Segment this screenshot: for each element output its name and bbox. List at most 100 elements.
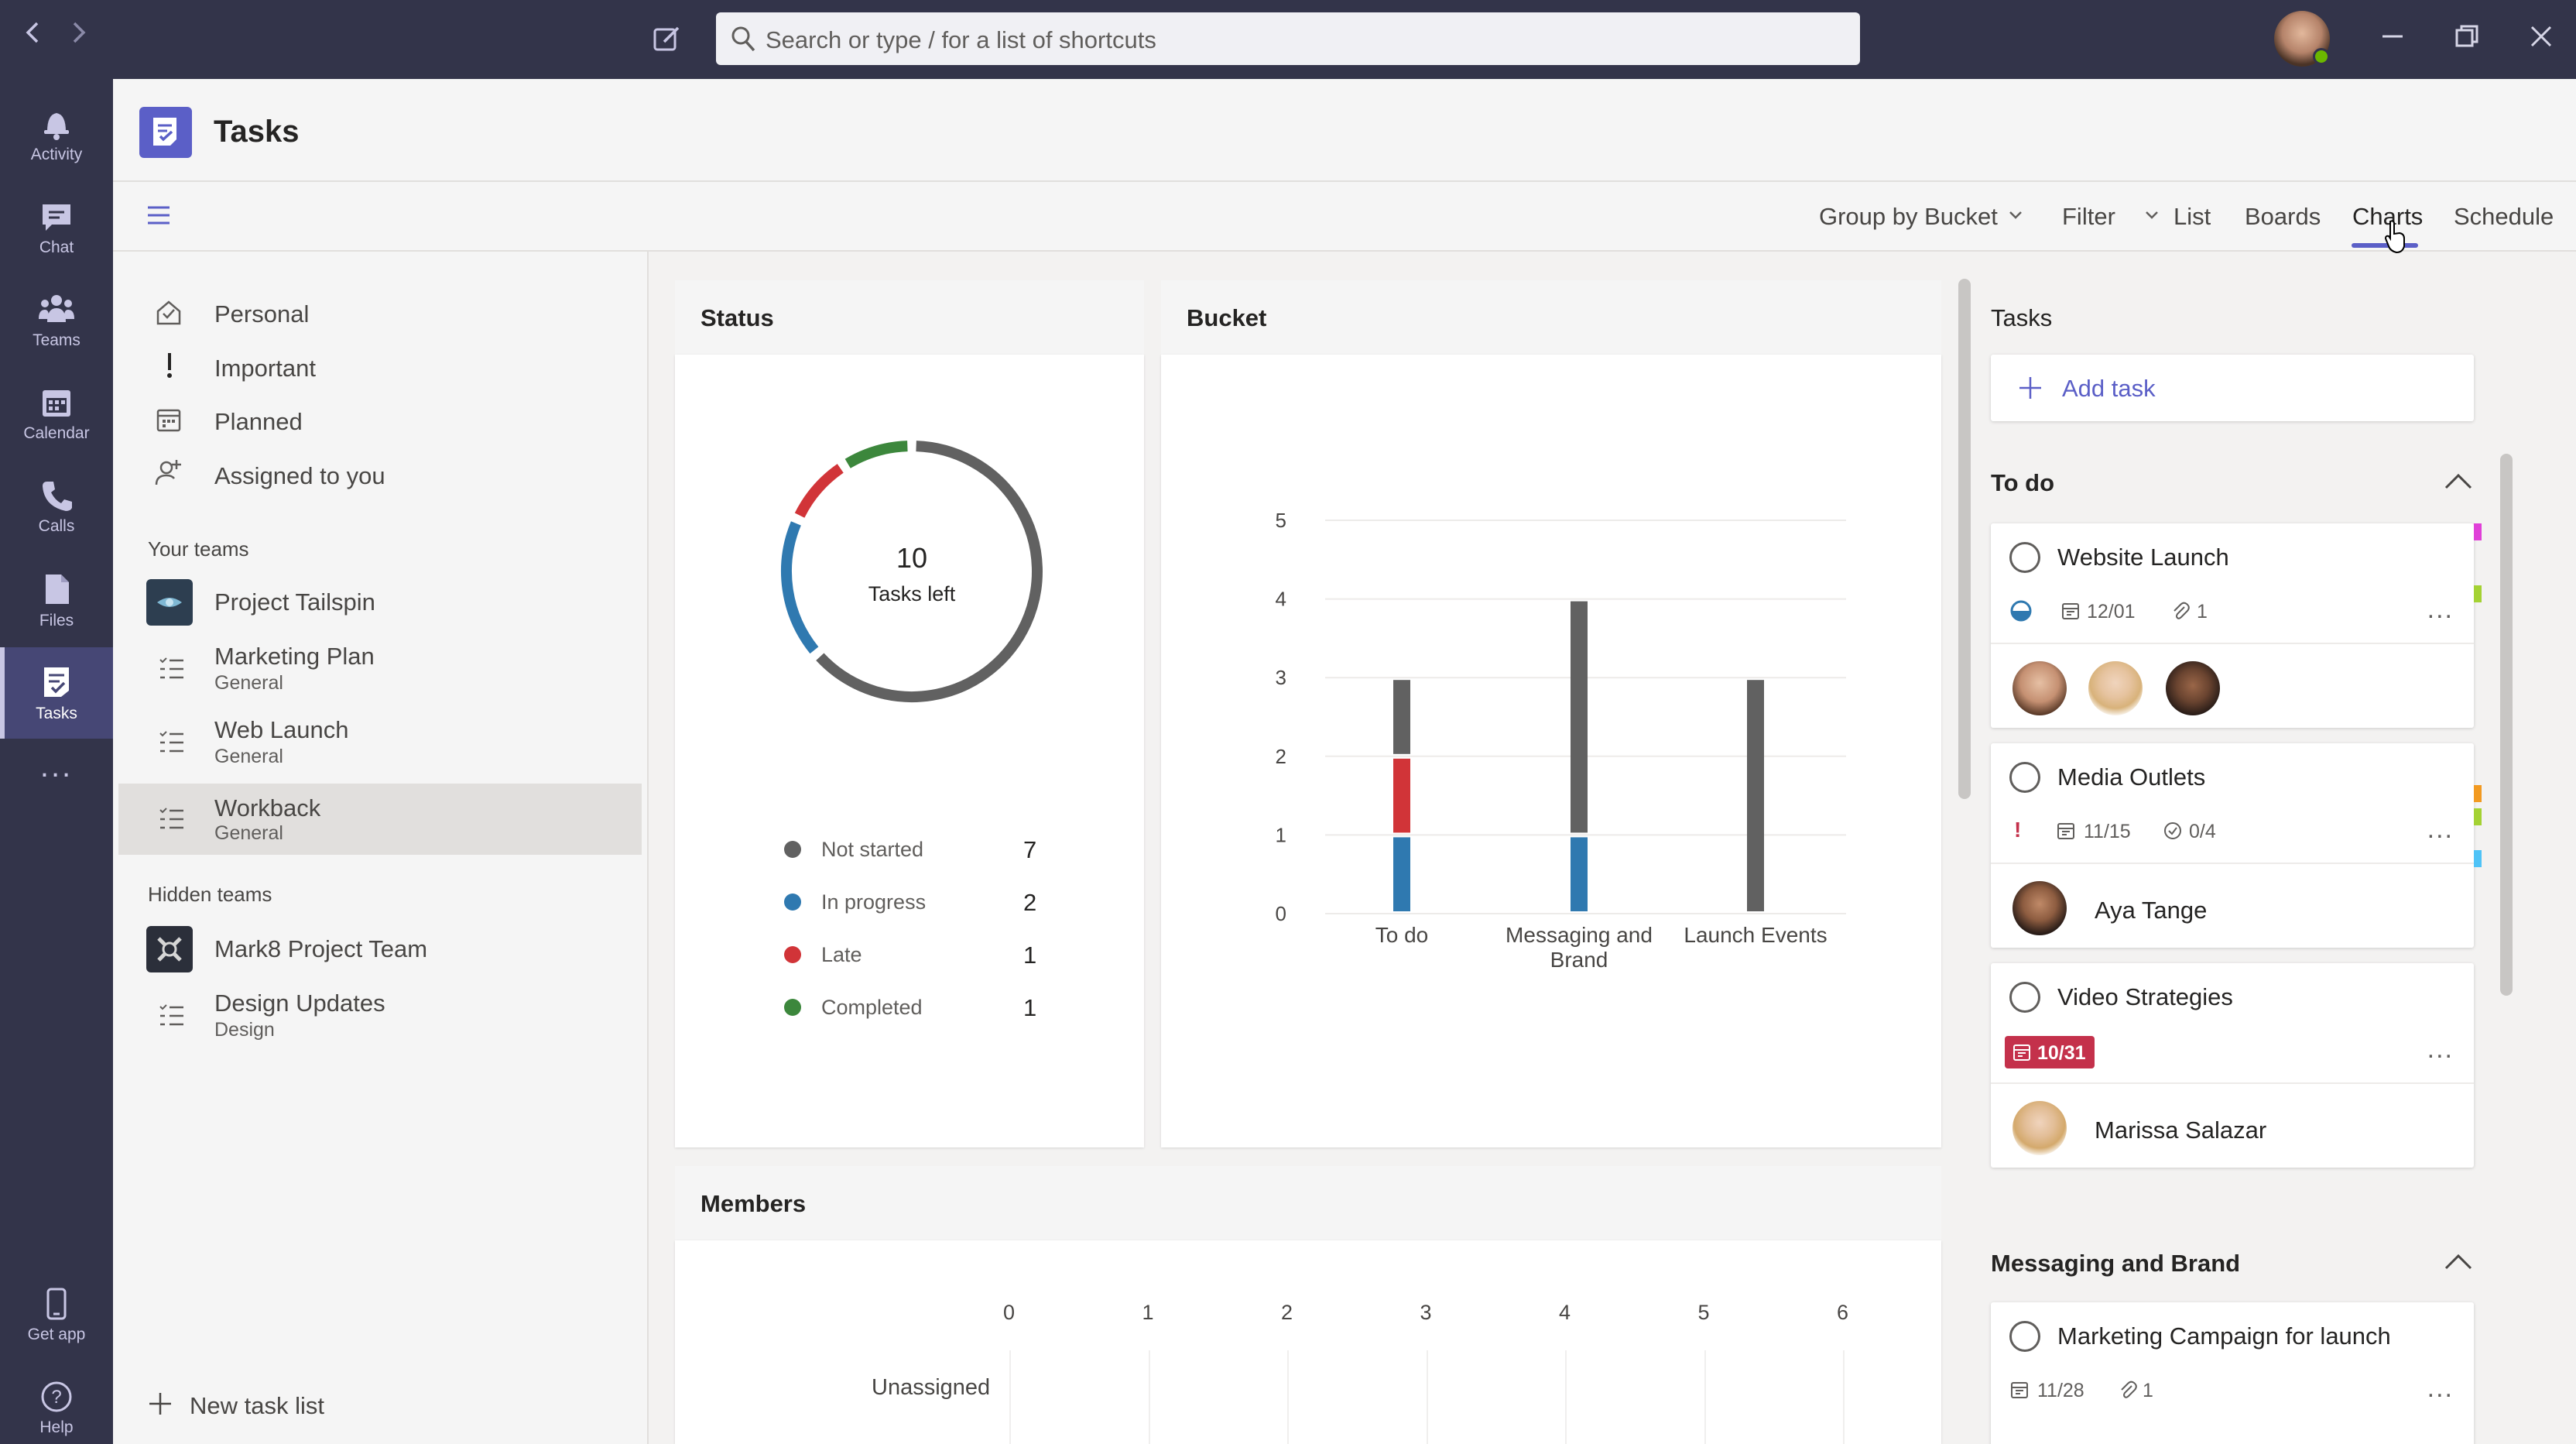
back-arrow-icon[interactable] xyxy=(23,17,42,48)
x-tick-label: 2 xyxy=(1281,1301,1293,1324)
group-by-dropdown[interactable]: Group by Bucket xyxy=(1819,203,1998,231)
close-icon[interactable] xyxy=(2528,23,2554,50)
task-list-icon xyxy=(157,729,185,756)
bar-segment-not-started[interactable] xyxy=(1571,601,1588,833)
status-donut-chart xyxy=(781,441,1043,702)
members-card xyxy=(675,1240,1941,1444)
new-task-list-button[interactable]: New task list xyxy=(190,1392,324,1419)
compose-icon[interactable] xyxy=(652,23,683,54)
more-options-button[interactable]: ... xyxy=(2427,1034,2454,1064)
forward-arrow-icon[interactable] xyxy=(70,17,88,48)
sidebar-team-mark8[interactable]: Mark8 Project Team xyxy=(118,915,642,986)
divider xyxy=(1991,643,2474,644)
x-tick-label: 0 xyxy=(1003,1301,1016,1324)
donut-slice-completed[interactable] xyxy=(844,441,908,468)
legend-label: Late xyxy=(821,943,862,966)
rail-item-chat[interactable]: Chat xyxy=(0,183,113,274)
x-tick-label: 1 xyxy=(1142,1301,1154,1324)
search-placeholder: Search or type / for a list of shortcuts xyxy=(766,26,1156,53)
assignee-avatar[interactable] xyxy=(2166,661,2220,715)
hamburger-menu-icon[interactable] xyxy=(146,203,172,228)
donut-slice-not-started[interactable] xyxy=(816,441,1043,702)
sidebar-team-project-tailspin[interactable]: Project Tailspin xyxy=(118,568,642,640)
task-card-marketing-campaign[interactable]: Marketing Campaign for launch 11/28 1 ..… xyxy=(1991,1302,2474,1444)
due-date-icon xyxy=(2009,1380,2030,1400)
tasks-left-label: Tasks left xyxy=(868,582,956,605)
more-icon: ... xyxy=(39,749,74,784)
rail-item-activity[interactable]: Activity xyxy=(0,90,113,181)
gridline xyxy=(1426,1350,1428,1444)
sidebar-item-important[interactable]: Important xyxy=(214,355,316,382)
task-card-media-outlets[interactable]: Media Outlets ! 11/15 0/4 ... Aya Tange xyxy=(1991,743,2474,948)
tasks-pane-title: Tasks xyxy=(1991,304,2053,331)
team-avatar xyxy=(146,579,193,626)
task-complete-checkbox[interactable] xyxy=(2009,982,2040,1013)
task-card-website-launch[interactable]: Website Launch 12/01 1 ... xyxy=(1991,523,2474,728)
rail-item-calendar[interactable]: Calendar xyxy=(0,369,113,460)
assignee-avatar[interactable] xyxy=(2012,661,2067,715)
y-tick-label: 1 xyxy=(1276,823,1286,846)
more-options-button[interactable]: ... xyxy=(2427,1374,2454,1403)
minimize-icon[interactable] xyxy=(2379,23,2406,50)
donut-slice-in-progress[interactable] xyxy=(781,521,819,654)
rail-label: Chat xyxy=(39,238,74,256)
donut-slice-late[interactable] xyxy=(794,464,844,518)
tasks-scrollbar[interactable] xyxy=(2500,454,2513,996)
sidebar-team-web-launch[interactable]: Web Launch General xyxy=(118,713,642,784)
filter-button[interactable]: Filter xyxy=(2062,203,2115,230)
tab-boards[interactable]: Boards xyxy=(2245,203,2321,230)
task-complete-checkbox[interactable] xyxy=(2009,542,2040,573)
assignee-avatar[interactable] xyxy=(2012,881,2067,935)
bar-segment-not-started[interactable] xyxy=(1747,680,1764,911)
add-task-button[interactable]: Add task xyxy=(1991,355,2474,421)
legend-value: 1 xyxy=(1023,994,1037,1021)
rail-item-tasks[interactable]: Tasks xyxy=(0,647,113,739)
task-complete-checkbox[interactable] xyxy=(2009,762,2040,793)
bar-segment-not-started[interactable] xyxy=(1393,680,1410,754)
rail-item-calls[interactable]: Calls xyxy=(0,461,113,553)
restore-icon[interactable] xyxy=(2454,23,2480,50)
more-options-button[interactable]: ... xyxy=(2427,815,2454,844)
rail-item-get-app[interactable]: Get app xyxy=(0,1270,113,1361)
gridline xyxy=(1009,1350,1011,1444)
due-date-icon xyxy=(2056,821,2076,841)
bell-icon xyxy=(44,113,69,140)
sidebar-team-design-updates[interactable]: Design Updates Design xyxy=(118,986,642,1058)
tab-list[interactable]: List xyxy=(2174,203,2211,230)
chevron-up-icon[interactable] xyxy=(2443,471,2474,491)
more-options-button[interactable]: ... xyxy=(2427,595,2454,624)
chevron-up-icon[interactable] xyxy=(2443,1251,2474,1271)
sidebar-item-personal[interactable]: Personal xyxy=(214,300,310,328)
rail-item-help[interactable]: ? Help xyxy=(0,1363,113,1444)
active-tab-indicator xyxy=(2352,243,2418,248)
tab-charts[interactable]: Charts xyxy=(2352,203,2424,230)
y-tick-label: 5 xyxy=(1276,509,1286,532)
task-complete-checkbox[interactable] xyxy=(2009,1321,2040,1352)
task-list-icon xyxy=(157,805,185,833)
chevron-down-icon[interactable] xyxy=(2144,209,2160,221)
bar-segment-in-progress[interactable] xyxy=(1393,837,1410,911)
sidebar-item-planned[interactable]: Planned xyxy=(214,408,303,435)
plus-icon xyxy=(2017,375,2043,401)
rail-item-files[interactable]: Files xyxy=(0,554,113,646)
bucket-card-title: Bucket xyxy=(1187,304,1267,331)
sidebar-team-marketing-plan[interactable]: Marketing Plan General xyxy=(118,640,642,711)
assignee-avatar[interactable] xyxy=(2012,1101,2067,1155)
bar-segment-late[interactable] xyxy=(1393,758,1410,833)
members-card-title: Members xyxy=(701,1190,807,1217)
search-input[interactable]: Search or type / for a list of shortcuts xyxy=(716,12,1860,65)
sidebar-item-assigned[interactable]: Assigned to you xyxy=(214,462,385,489)
rail-more-button[interactable]: ... xyxy=(0,743,113,797)
team-channel: General xyxy=(214,746,283,767)
rail-item-teams[interactable]: Teams xyxy=(0,276,113,367)
x-category-label: Launch Events xyxy=(1684,923,1828,947)
team-name: Marketing Plan xyxy=(214,643,375,670)
assignee-avatar[interactable] xyxy=(2088,661,2143,715)
presence-available-icon xyxy=(2313,48,2330,65)
tab-schedule[interactable]: Schedule xyxy=(2454,203,2554,230)
sidebar-team-workback[interactable]: Workback General xyxy=(118,784,642,855)
bar-segment-in-progress[interactable] xyxy=(1571,837,1588,911)
chevron-down-icon[interactable] xyxy=(2008,209,2023,221)
charts-scrollbar[interactable] xyxy=(1958,279,1971,799)
task-card-video-strategies[interactable]: Video Strategies 10/31 ... Marissa Salaz… xyxy=(1991,963,2474,1168)
